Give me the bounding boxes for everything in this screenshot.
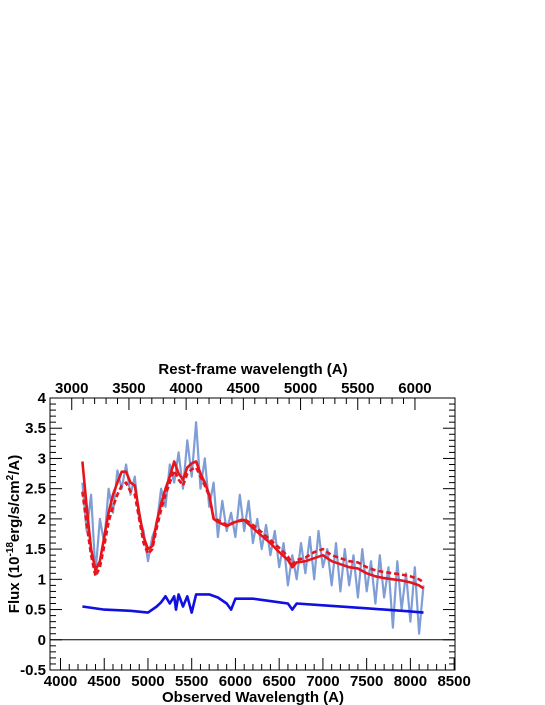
x-tick-label: 8000 bbox=[394, 673, 427, 690]
x2-axis-label: Rest-frame wavelength (A) bbox=[158, 361, 347, 378]
y-tick-label: 4 bbox=[38, 390, 47, 407]
y-label-part: Flux (10 bbox=[6, 557, 23, 614]
y-tick-label: 3 bbox=[38, 450, 46, 467]
x2-tick-label: 3000 bbox=[55, 380, 88, 397]
y-tick-label: 3.5 bbox=[25, 420, 46, 437]
series-line bbox=[81, 460, 425, 590]
x-tick-label: 7000 bbox=[306, 673, 339, 690]
x-tick-label: 5000 bbox=[131, 673, 164, 690]
y-label-sup: 2 bbox=[5, 474, 16, 480]
x2-tick-label: 3500 bbox=[112, 380, 145, 397]
y-label-sup: -18 bbox=[5, 542, 16, 557]
y-label-part: erg/s/cm bbox=[6, 480, 23, 542]
y-tick-label: 1.5 bbox=[25, 541, 46, 558]
series-line bbox=[82, 593, 424, 614]
y-tick-label: 2 bbox=[38, 511, 46, 528]
x2-tick-label: 4000 bbox=[169, 380, 202, 397]
y-tick-label: -0.5 bbox=[20, 662, 46, 679]
x2-tick-label: 6000 bbox=[398, 380, 431, 397]
x-tick-label: 6500 bbox=[262, 673, 295, 690]
x-tick-label: 8500 bbox=[437, 673, 470, 690]
x2-tick-label: 5500 bbox=[341, 380, 374, 397]
y-tick-label: 0 bbox=[38, 632, 46, 649]
x-axis-label: Observed Wavelength (A) bbox=[162, 689, 344, 705]
x2-tick-label: 4500 bbox=[227, 380, 260, 397]
x-tick-label: 4500 bbox=[88, 673, 121, 690]
x-tick-label: 5500 bbox=[175, 673, 208, 690]
x-tick-label: 6000 bbox=[219, 673, 252, 690]
y-tick-label: 0.5 bbox=[25, 602, 46, 619]
y-tick-label: 1 bbox=[38, 571, 46, 588]
x-tick-label: 4000 bbox=[44, 673, 77, 690]
y-tick-label: 2.5 bbox=[25, 481, 46, 498]
x2-tick-label: 5000 bbox=[284, 380, 317, 397]
y-label-part: /A) bbox=[6, 455, 23, 475]
x-tick-label: 7500 bbox=[350, 673, 383, 690]
y-axis-label: Flux (10-18erg/s/cm2/A) bbox=[5, 455, 23, 613]
